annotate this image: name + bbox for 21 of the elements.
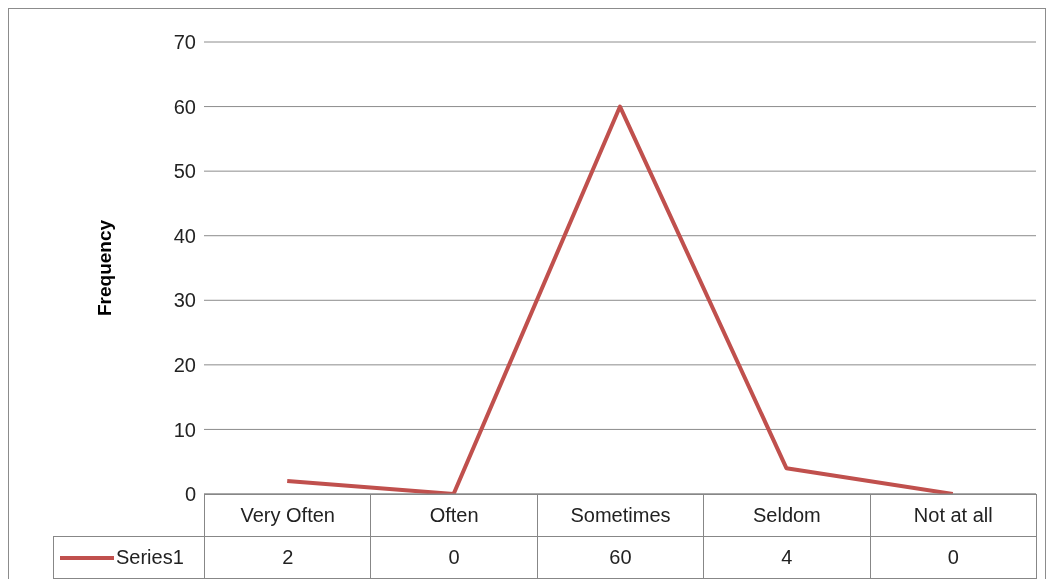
x-tick-label: Not at all xyxy=(869,494,1037,537)
y-axis-title: Frequency xyxy=(93,219,115,317)
data-label: 60 xyxy=(536,536,705,579)
y-tick-label: 40 xyxy=(173,224,196,247)
y-tick-label: 20 xyxy=(173,353,196,376)
y-tick-label: 70 xyxy=(173,31,196,54)
data-label: 0 xyxy=(370,536,538,579)
data-label: 0 xyxy=(869,536,1037,579)
y-tick-label: 60 xyxy=(173,95,196,118)
y-tick-label: 10 xyxy=(173,418,196,441)
y-tick-label: 50 xyxy=(173,160,196,183)
data-label: 2 xyxy=(204,536,372,579)
x-tick-label: Sometimes xyxy=(536,494,705,537)
x-tick-label: Very Often xyxy=(204,494,372,537)
x-tick-label: Seldom xyxy=(703,494,871,537)
line-series xyxy=(285,104,955,494)
y-tick-label: 30 xyxy=(173,289,196,312)
x-tick-label: Often xyxy=(370,494,538,537)
y-tick-label: 0 xyxy=(184,483,196,506)
data-label: 4 xyxy=(703,536,871,579)
legend-label: Series1 xyxy=(116,546,184,569)
